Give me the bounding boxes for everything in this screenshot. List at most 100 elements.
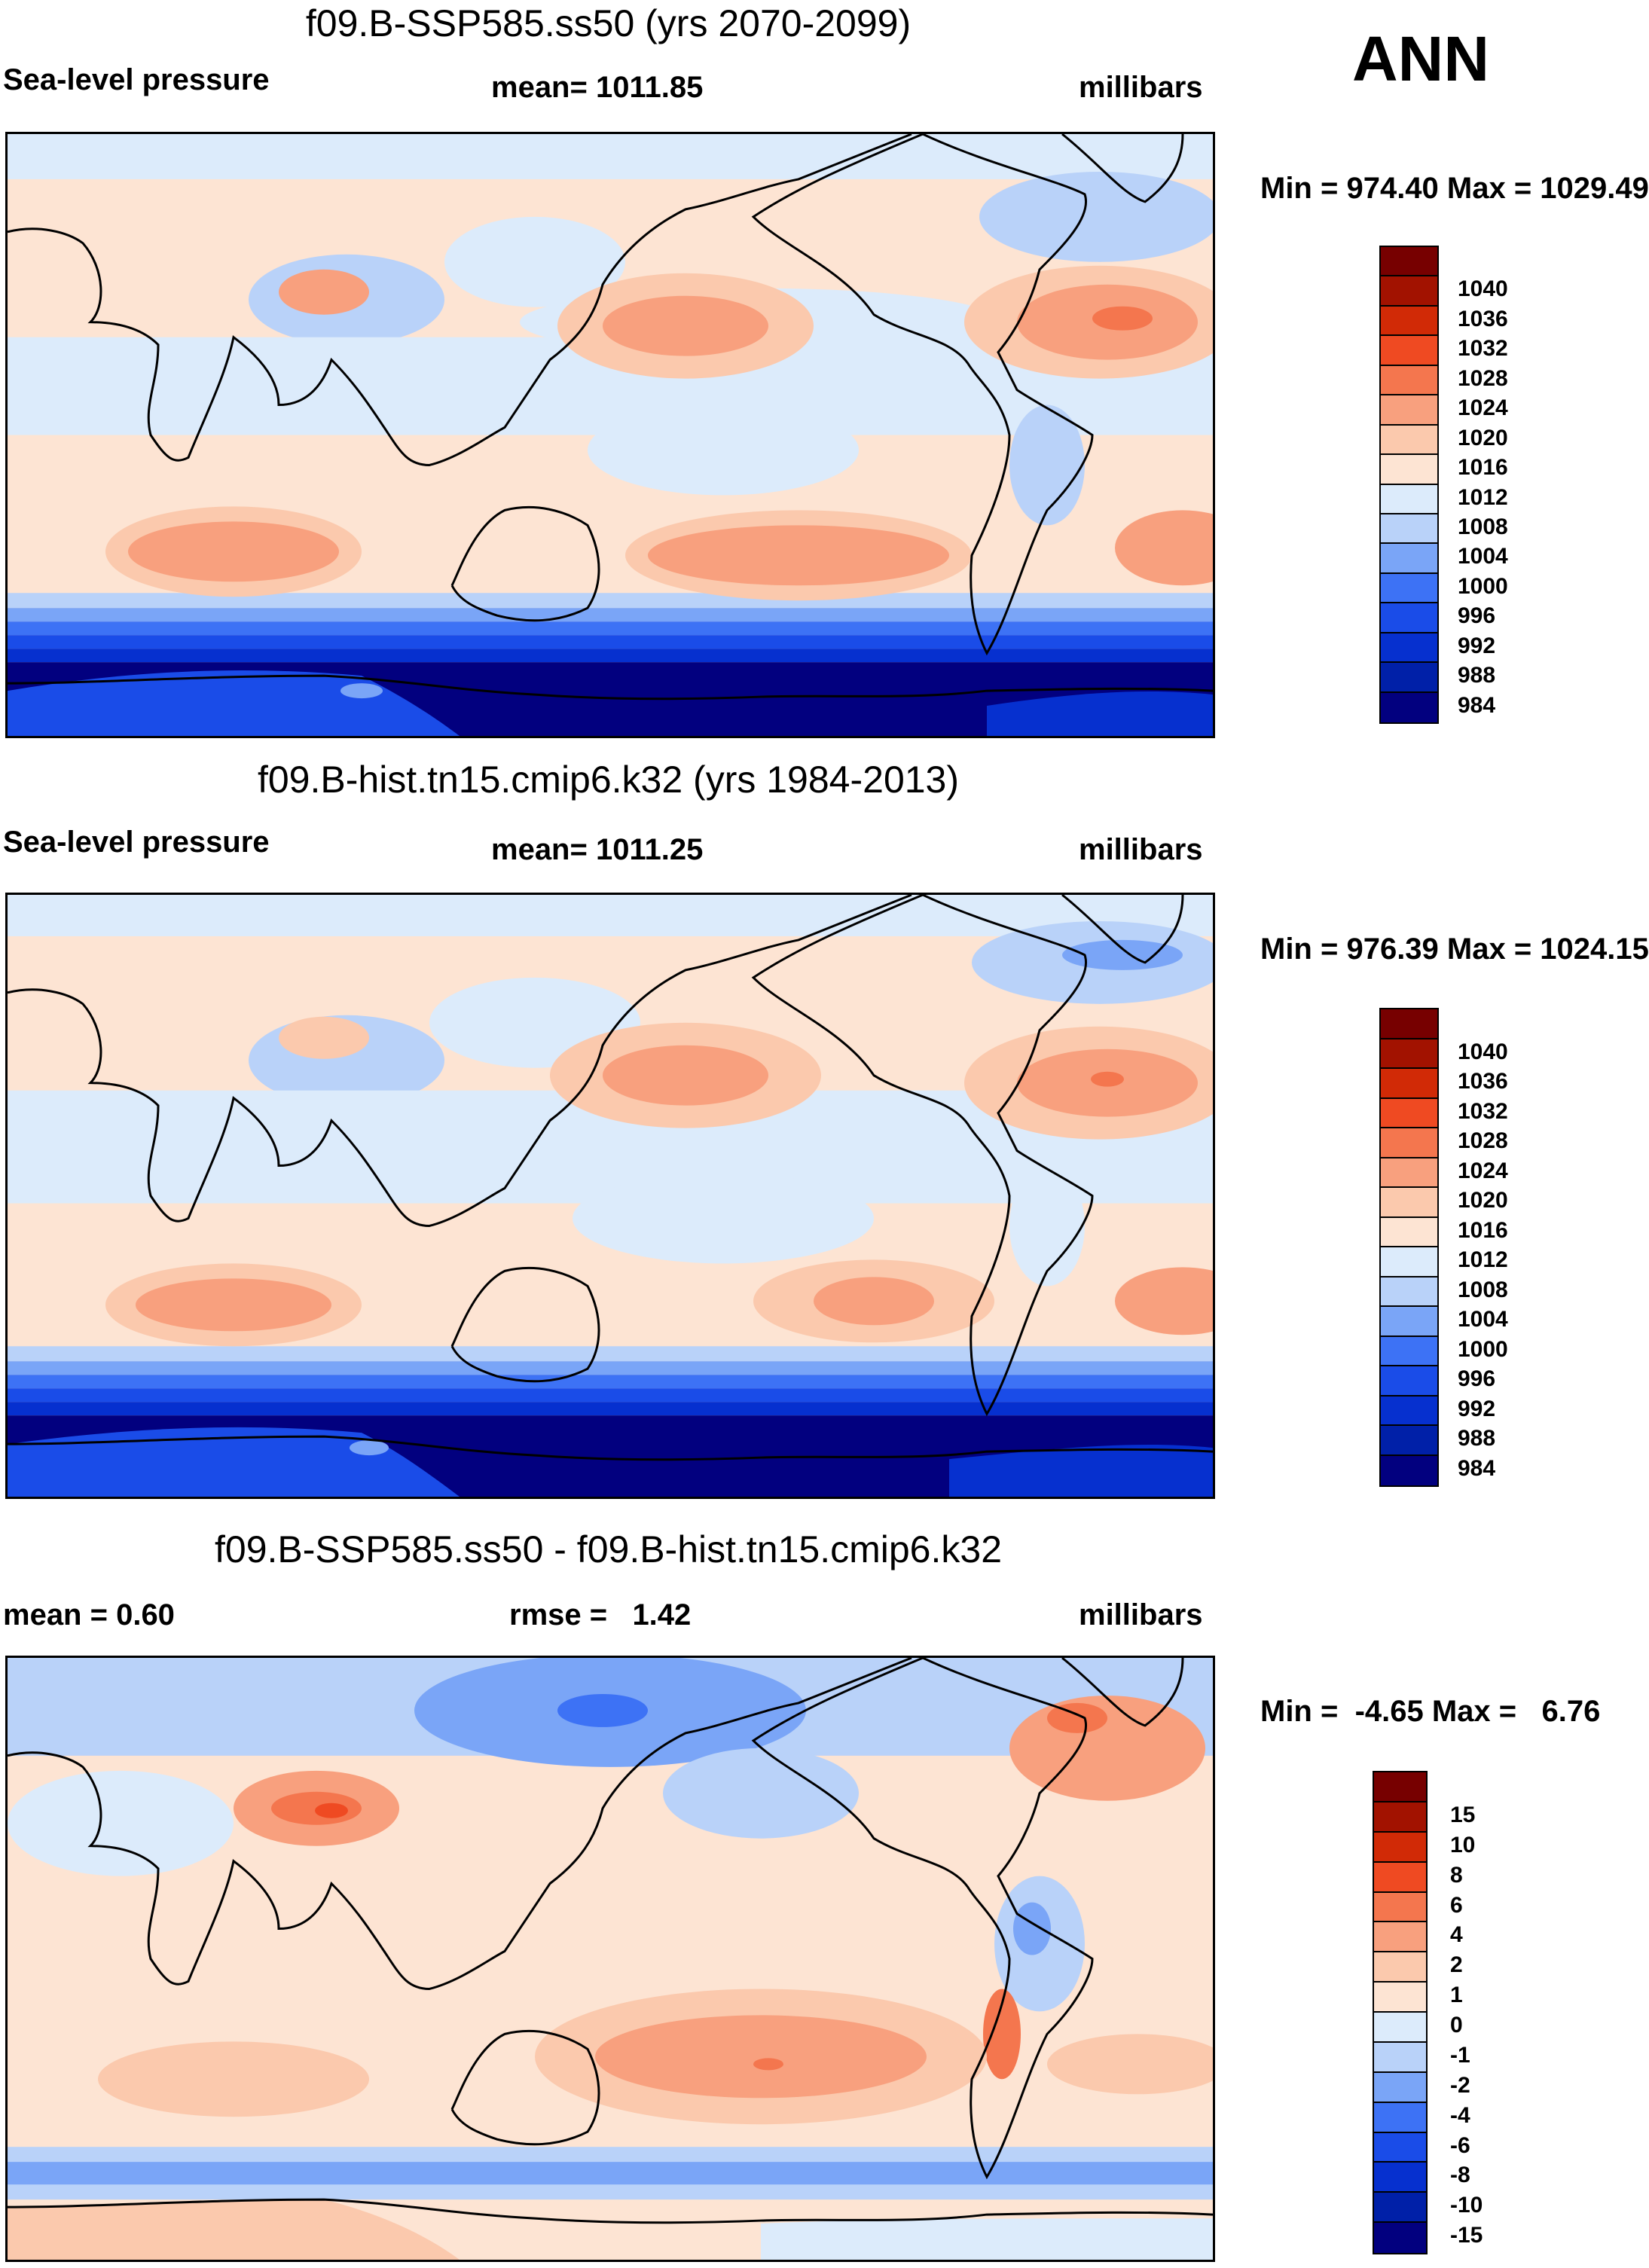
panel-3-mean-label: mean = 0.60 bbox=[3, 1598, 175, 1632]
colorbar-tick-label: 1032 bbox=[1458, 1098, 1508, 1124]
americas-coastline bbox=[751, 895, 1094, 1417]
colorbar-swatch bbox=[1374, 1832, 1426, 1863]
colorbar-tick-label: -8 bbox=[1450, 2163, 1470, 2188]
colorbar-swatch bbox=[1381, 365, 1437, 396]
south-indian-high bbox=[128, 521, 339, 582]
colorbar-swatch bbox=[1381, 633, 1437, 664]
colorbar-swatch bbox=[1381, 1336, 1437, 1366]
colorbar-tick-label: 992 bbox=[1458, 1396, 1496, 1421]
antarctica-coastline bbox=[8, 2198, 1213, 2224]
colorbar-swatch bbox=[1381, 425, 1437, 456]
panel-2-variable-label: Sea-level pressure bbox=[3, 826, 270, 859]
band-992 bbox=[8, 635, 1213, 649]
north-pacific-high bbox=[603, 1045, 768, 1106]
west-antarctica-negative bbox=[761, 2218, 1213, 2260]
australia-coastline bbox=[450, 2029, 600, 2146]
panel-1-units-label: millibars bbox=[1079, 71, 1203, 104]
eurasia-africa-coastline bbox=[8, 134, 912, 466]
greenland-coastline bbox=[1061, 1658, 1184, 1727]
colorbar-swatch bbox=[1381, 247, 1437, 277]
colorbar-tick-label: 984 bbox=[1458, 1455, 1496, 1481]
colorbar-tick-label: 1008 bbox=[1458, 1277, 1508, 1302]
panel-3-map bbox=[5, 1656, 1215, 2262]
azores-high-core bbox=[1092, 306, 1153, 331]
colorbar-tick-label: 1004 bbox=[1458, 1307, 1508, 1332]
colorbar-tick-label: 988 bbox=[1458, 1426, 1496, 1451]
colorbar-tick-label: 988 bbox=[1458, 663, 1496, 688]
south-atlantic-positive bbox=[1047, 2034, 1213, 2095]
panel-2-mean-label: mean= 1011.25 bbox=[491, 833, 704, 866]
colorbar-swatch bbox=[1381, 1396, 1437, 1426]
colorbar-swatch bbox=[1374, 2193, 1426, 2224]
panel-1-variable-label: Sea-level pressure bbox=[3, 63, 270, 96]
panel-1-colorbar-column bbox=[1381, 247, 1437, 722]
colorbar-swatch bbox=[1381, 1307, 1437, 1337]
colorbar-tick-label: 1012 bbox=[1458, 484, 1508, 510]
coastlines bbox=[8, 134, 1213, 701]
panel-1-colorbar bbox=[1379, 246, 1439, 724]
panel-1-minmax-label: Min = 974.40 Max = 1029.49 bbox=[1260, 172, 1649, 205]
panel-1-map-svg bbox=[8, 134, 1213, 736]
antarctica-west bbox=[987, 691, 1213, 736]
colorbar-tick-label: 8 bbox=[1450, 1862, 1463, 1888]
panel-1-map bbox=[5, 132, 1215, 738]
colorbar-swatch bbox=[1374, 1983, 1426, 2013]
colorbar-tick-label: 1032 bbox=[1458, 336, 1508, 362]
panel-1-mean-label: mean= 1011.85 bbox=[491, 71, 704, 104]
panel-3-colorbar-column bbox=[1374, 1772, 1426, 2253]
colorbar-swatch bbox=[1381, 514, 1437, 545]
panel-2-map-svg bbox=[8, 895, 1213, 1497]
south-america-low bbox=[1009, 1165, 1085, 1287]
colorbar-tick-label: 992 bbox=[1458, 633, 1496, 658]
americas-coastline bbox=[751, 134, 1094, 656]
tibet-high bbox=[279, 1016, 369, 1059]
band-1004 bbox=[8, 1346, 1213, 1362]
south-indian-high bbox=[136, 1278, 331, 1332]
eurasia-africa-coastline bbox=[8, 1658, 912, 1990]
greenland-coastline bbox=[1061, 895, 1184, 964]
colorbar-swatch bbox=[1381, 1039, 1437, 1069]
americas-coastline bbox=[751, 1658, 1094, 2180]
colorbar-tick-label: -1 bbox=[1450, 2042, 1470, 2068]
panel-3-colorbar bbox=[1373, 1771, 1428, 2254]
colorbar-swatch bbox=[1374, 1802, 1426, 1833]
colorbar-swatch bbox=[1381, 1426, 1437, 1456]
colorbar-swatch bbox=[1381, 1188, 1437, 1218]
band-992 bbox=[8, 1388, 1213, 1403]
colorbar-tick-label: 1008 bbox=[1458, 514, 1508, 539]
panel-2-units-label: millibars bbox=[1079, 833, 1203, 866]
colorbar-swatch bbox=[1381, 1455, 1437, 1485]
europe-negative bbox=[8, 1770, 234, 1876]
colorbar-tick-label: -10 bbox=[1450, 2193, 1483, 2218]
colorbar-swatch bbox=[1381, 306, 1437, 337]
colorbar-swatch bbox=[1374, 1952, 1426, 1983]
south-pacific-high bbox=[648, 525, 949, 586]
colorbar-tick-label: 2 bbox=[1450, 1952, 1463, 1978]
south-atlantic-high bbox=[1115, 1267, 1213, 1335]
panel-2-title: f09.B-hist.tn15.cmip6.k32 (yrs 1984-2013… bbox=[257, 759, 960, 801]
colorbar-tick-label: 1000 bbox=[1458, 573, 1508, 599]
south-pacific-positive-core bbox=[753, 2058, 783, 2071]
season-label: ANN bbox=[1352, 23, 1489, 94]
colorbar-swatch bbox=[1374, 2163, 1426, 2193]
colorbar-swatch bbox=[1381, 395, 1437, 426]
colorbar-tick-label: 1020 bbox=[1458, 1188, 1508, 1213]
southern-ocean-negative-core bbox=[8, 2162, 1213, 2185]
panel-1-title: f09.B-SSP585.ss50 (yrs 2070-2099) bbox=[305, 2, 912, 44]
colorbar-swatch bbox=[1381, 1366, 1437, 1397]
colorbar-tick-label: -4 bbox=[1450, 2102, 1470, 2128]
antarctica-coastline bbox=[8, 674, 1213, 701]
greenland-positive bbox=[1009, 1695, 1205, 1801]
antarctica-coastline bbox=[8, 1435, 1213, 1461]
band-996 bbox=[8, 621, 1213, 636]
band-1004 bbox=[8, 593, 1213, 609]
colorbar-tick-label: 1000 bbox=[1458, 1336, 1508, 1362]
colorbar-swatch bbox=[1381, 1158, 1437, 1188]
colorbar-swatch bbox=[1374, 1922, 1426, 1953]
south-atlantic-high bbox=[1115, 510, 1213, 586]
colorbar-swatch bbox=[1381, 484, 1437, 514]
colorbar-tick-label: 0 bbox=[1450, 2013, 1463, 2038]
colorbar-swatch bbox=[1381, 573, 1437, 604]
eurasia-africa-coastline bbox=[8, 895, 912, 1227]
antarctica-west bbox=[949, 1445, 1213, 1497]
